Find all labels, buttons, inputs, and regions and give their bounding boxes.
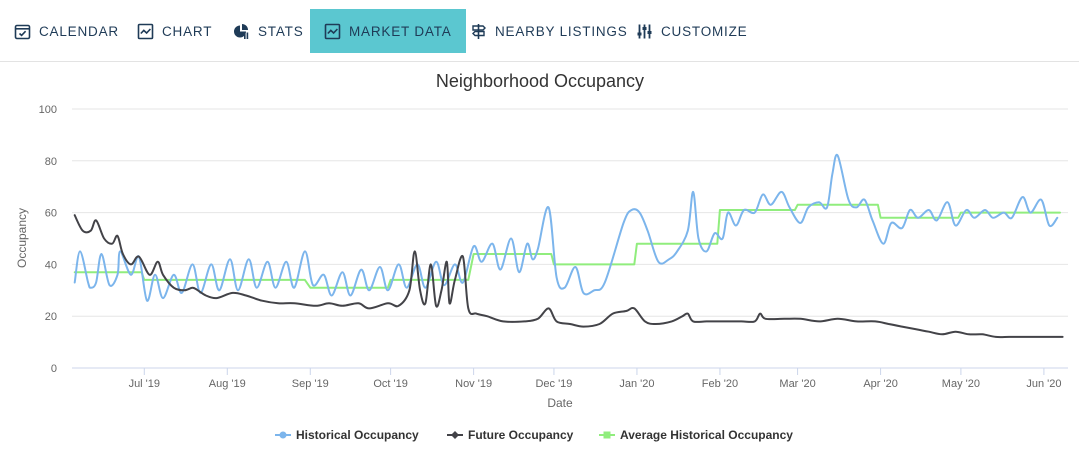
x-axis-title: Date [547, 396, 573, 410]
legend-label-future: Future Occupancy [468, 428, 574, 442]
x-axis-ticks: Jul '19 Aug '19 Sep '19 Oct '19 Nov '19 Dec '… [129, 368, 1061, 390]
y-tick-label-100: 100 [39, 104, 57, 116]
x-tick-label-2: Sep '19 [292, 378, 329, 390]
area-chart-icon [324, 23, 341, 40]
x-tick-label-4: Nov '19 [455, 378, 492, 390]
series-line-average-historical-occupancy[interactable] [73, 203, 1061, 289]
tab-nearby-listings[interactable]: NEARBY LISTINGS [470, 9, 628, 53]
series-line-historical-occupancy[interactable] [73, 153, 1059, 302]
y-axis-title: Occupancy [15, 208, 29, 268]
sliders-icon [636, 23, 653, 40]
tab-customize-label: CUSTOMIZE [661, 23, 748, 39]
tab-calendar[interactable]: CALENDAR [14, 9, 119, 53]
legend-marker-future [451, 431, 459, 439]
x-tick-label-9: Apr '20 [863, 378, 898, 390]
legend-marker-average [603, 431, 611, 439]
y-axis-ticks: 0 20 40 60 80 100 [39, 104, 57, 375]
occupancy-chart: Neighborhood Occupancy 0 20 40 60 80 100 Jul … [0, 63, 1079, 450]
tab-market-data[interactable]: MARKET DATA [310, 9, 466, 53]
tab-market-data-label: MARKET DATA [349, 23, 452, 39]
tab-calendar-label: CALENDAR [39, 23, 119, 39]
chart-title: Neighborhood Occupancy [436, 71, 644, 91]
x-tick-label-0: Jul '19 [129, 378, 160, 390]
legend-item-future[interactable]: Future Occupancy [447, 428, 574, 442]
y-tick-label-0: 0 [51, 363, 57, 375]
x-tick-label-8: Mar '20 [779, 378, 815, 390]
y-tick-label-20: 20 [45, 311, 57, 323]
y-tick-label-60: 60 [45, 208, 57, 220]
legend-label-average: Average Historical Occupancy [620, 428, 793, 442]
x-tick-label-6: Jan '20 [619, 378, 654, 390]
y-tick-label-40: 40 [45, 259, 57, 271]
x-tick-label-5: Dec '19 [535, 378, 572, 390]
legend: Historical Occupancy Future Occupancy Av… [275, 428, 793, 442]
x-tick-label-11: Jun '20 [1026, 378, 1061, 390]
tab-chart-label: CHART [162, 23, 213, 39]
y-tick-label-80: 80 [45, 156, 57, 168]
legend-item-historical[interactable]: Historical Occupancy [275, 428, 419, 442]
series-lines [73, 153, 1064, 339]
signpost-icon [470, 23, 487, 40]
tab-chart[interactable]: CHART [137, 9, 212, 53]
x-tick-label-1: Aug '19 [209, 378, 246, 390]
pie-chart-icon [233, 23, 250, 40]
chart-svg: Neighborhood Occupancy 0 20 40 60 80 100 Jul … [15, 71, 1068, 442]
calendar-check-icon [14, 23, 31, 40]
series-line-future-occupancy[interactable] [73, 214, 1064, 339]
tab-bar: CALENDAR CHART STATS MARKET DATA NEARBY … [0, 0, 1079, 62]
x-tick-label-10: May '20 [942, 378, 980, 390]
tab-customize[interactable]: CUSTOMIZE [636, 9, 747, 53]
legend-marker-historical [279, 431, 287, 439]
x-tick-label-7: Feb '20 [702, 378, 738, 390]
tab-nearby-listings-label: NEARBY LISTINGS [495, 23, 628, 39]
line-chart-icon [137, 23, 154, 40]
legend-item-average[interactable]: Average Historical Occupancy [599, 428, 793, 442]
x-tick-label-3: Oct '19 [373, 378, 408, 390]
tab-stats-label: STATS [258, 23, 304, 39]
tab-stats[interactable]: STATS [233, 9, 304, 53]
legend-label-historical: Historical Occupancy [296, 428, 419, 442]
